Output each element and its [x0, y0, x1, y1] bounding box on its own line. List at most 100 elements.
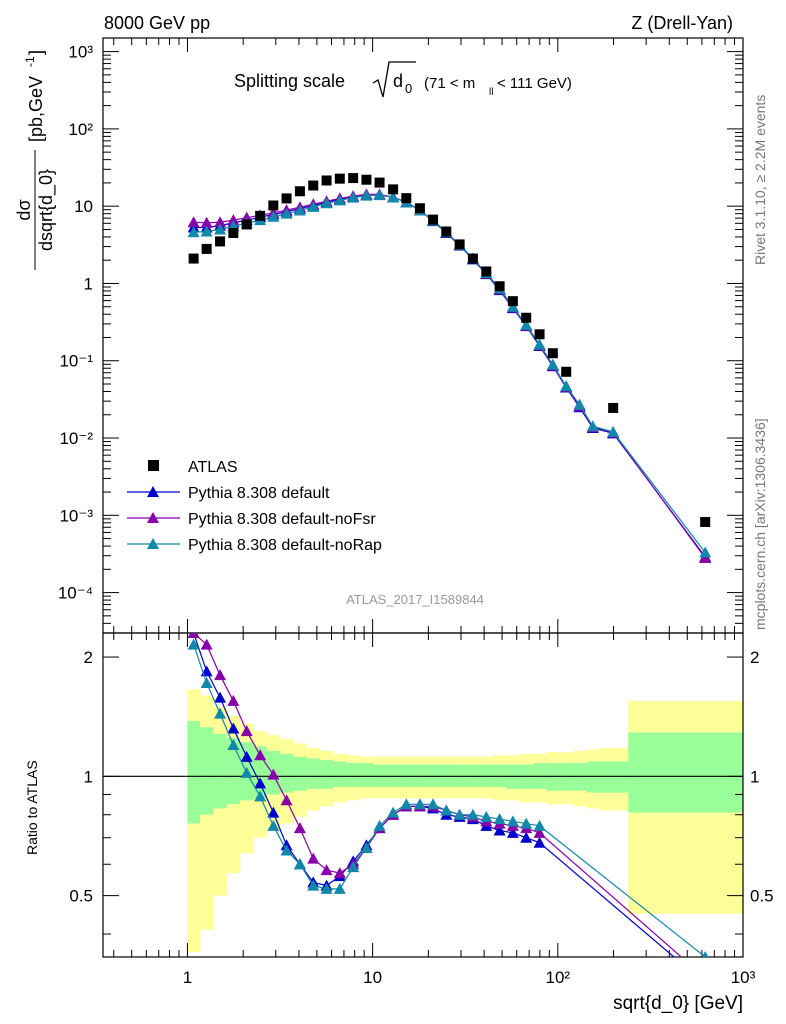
series-marker: [214, 223, 227, 235]
series-marker: [573, 398, 586, 410]
ratio-marker: [254, 749, 267, 761]
main-title-range-sub: ll: [489, 87, 493, 98]
band-green: [200, 727, 214, 815]
data-point: [308, 180, 319, 191]
ylabel-denominator: dsqrt{d_0}: [36, 169, 57, 251]
ratio-marker: [506, 815, 519, 827]
ratio-marker: [347, 861, 360, 873]
ratio-marker: [333, 882, 346, 894]
ratio-y-tick-label-right: 2: [750, 648, 759, 667]
ratio-marker: [280, 844, 293, 856]
legend-label: Pythia 8.308 default: [188, 485, 330, 502]
ratio-marker: [413, 798, 426, 810]
x-tick-label: 10²: [546, 968, 571, 987]
ratio-y-tick-label-right: 0.5: [750, 887, 774, 906]
band-green: [346, 763, 361, 787]
data-point: [281, 193, 292, 204]
data-point: [534, 329, 545, 340]
data-point: [228, 227, 239, 238]
data-point: [481, 266, 492, 277]
series-marker: [214, 216, 227, 228]
main-title-range-end: < 111 GeV): [497, 75, 572, 92]
data-point: [608, 402, 619, 413]
ratio-marker: [267, 768, 280, 780]
ratio-marker: [293, 822, 306, 834]
ratio-marker: [293, 858, 306, 870]
series-marker: [347, 191, 360, 203]
ratio-marker: [360, 841, 373, 853]
ratio-marker: [320, 882, 333, 894]
ratio-line: [193, 644, 706, 957]
band-green: [319, 759, 334, 789]
ratio-marker: [200, 638, 213, 650]
ratio-marker: [254, 777, 267, 789]
series-marker: [520, 319, 533, 331]
y-tick-label: 10³: [68, 43, 93, 62]
data-point: [294, 186, 305, 197]
band-green: [600, 761, 629, 793]
ratio-marker: [453, 808, 466, 820]
main-title-sub: 0: [405, 81, 412, 96]
main-panel: 10⁻⁴ 10⁻³ 10⁻² 10⁻¹ 1 10 10² 10³ ATLAS Pythia 8.3…: [58, 37, 744, 634]
sqrt-sign-icon: [372, 61, 416, 98]
data-point: [201, 243, 212, 254]
series-marker: [187, 226, 200, 238]
ratio-marker: [227, 722, 240, 734]
ratio-y-tick-label-right: 1: [750, 767, 759, 786]
data-point: [494, 281, 505, 292]
header-right: Z (Drell-Yan): [631, 13, 733, 33]
data-point: [454, 239, 465, 250]
main-title-range: (71 < m: [424, 75, 475, 92]
legend-marker: [147, 538, 159, 549]
series-marker: [607, 425, 620, 437]
ylabel-numerator: dσ: [14, 199, 34, 220]
header-left: 8000 GeV pp: [104, 13, 210, 33]
ratio-marker: [387, 806, 400, 818]
ratio-y-tick-label: 1: [84, 767, 93, 786]
series-marker: [360, 189, 373, 201]
data-point: [268, 200, 279, 211]
side-label-rivet: Rivet 3.1.10, ≥ 2.2M events: [752, 95, 768, 265]
ratio-marker: [227, 738, 240, 750]
ratio-marker: [307, 879, 320, 891]
series-marker: [187, 216, 200, 228]
ratio-marker: [493, 824, 506, 836]
ylabel-unit-end: ]: [26, 50, 46, 55]
data-point: [700, 516, 711, 527]
series-marker: [333, 194, 346, 206]
data-point: [241, 219, 252, 230]
ratio-marker: [267, 806, 280, 818]
ylabel-unit: [pb,GeV: [26, 76, 46, 142]
ratio-marker: [699, 978, 711, 989]
data-point: [321, 175, 332, 186]
ratio-marker: [699, 972, 711, 983]
ratio-data: [187, 633, 711, 989]
series-marker: [200, 225, 213, 237]
series-marker: [293, 204, 306, 216]
ratio-marker: [520, 817, 533, 829]
ylabel-unit-sup: -1: [23, 56, 37, 67]
series-marker: [373, 189, 386, 201]
main-data: [187, 173, 712, 564]
ratio-marker: [240, 750, 253, 762]
ratio-marker: [307, 852, 320, 864]
y-tick-label: 10⁻⁴: [58, 584, 93, 603]
series-line: [193, 193, 706, 559]
data-point: [507, 296, 518, 307]
ratio-marker: [200, 677, 213, 689]
ratio-marker: [480, 810, 493, 822]
legend: ATLAS Pythia 8.308 default Pythia 8.308 de…: [127, 459, 382, 554]
ratio-marker: [187, 633, 200, 638]
ratio-y-tick-label: 0.5: [69, 887, 93, 906]
y-tick-label: 1: [84, 274, 93, 293]
data-point: [428, 214, 439, 225]
ratio-marker: [533, 836, 546, 848]
data-point: [401, 193, 412, 204]
series-marker: [280, 207, 293, 219]
ratio-marker: [254, 790, 267, 802]
ratio-marker: [533, 819, 546, 831]
data-point: [255, 210, 266, 221]
ratio-marker: [214, 691, 227, 703]
analysis-id: ATLAS_2017_I1589844: [346, 592, 484, 607]
